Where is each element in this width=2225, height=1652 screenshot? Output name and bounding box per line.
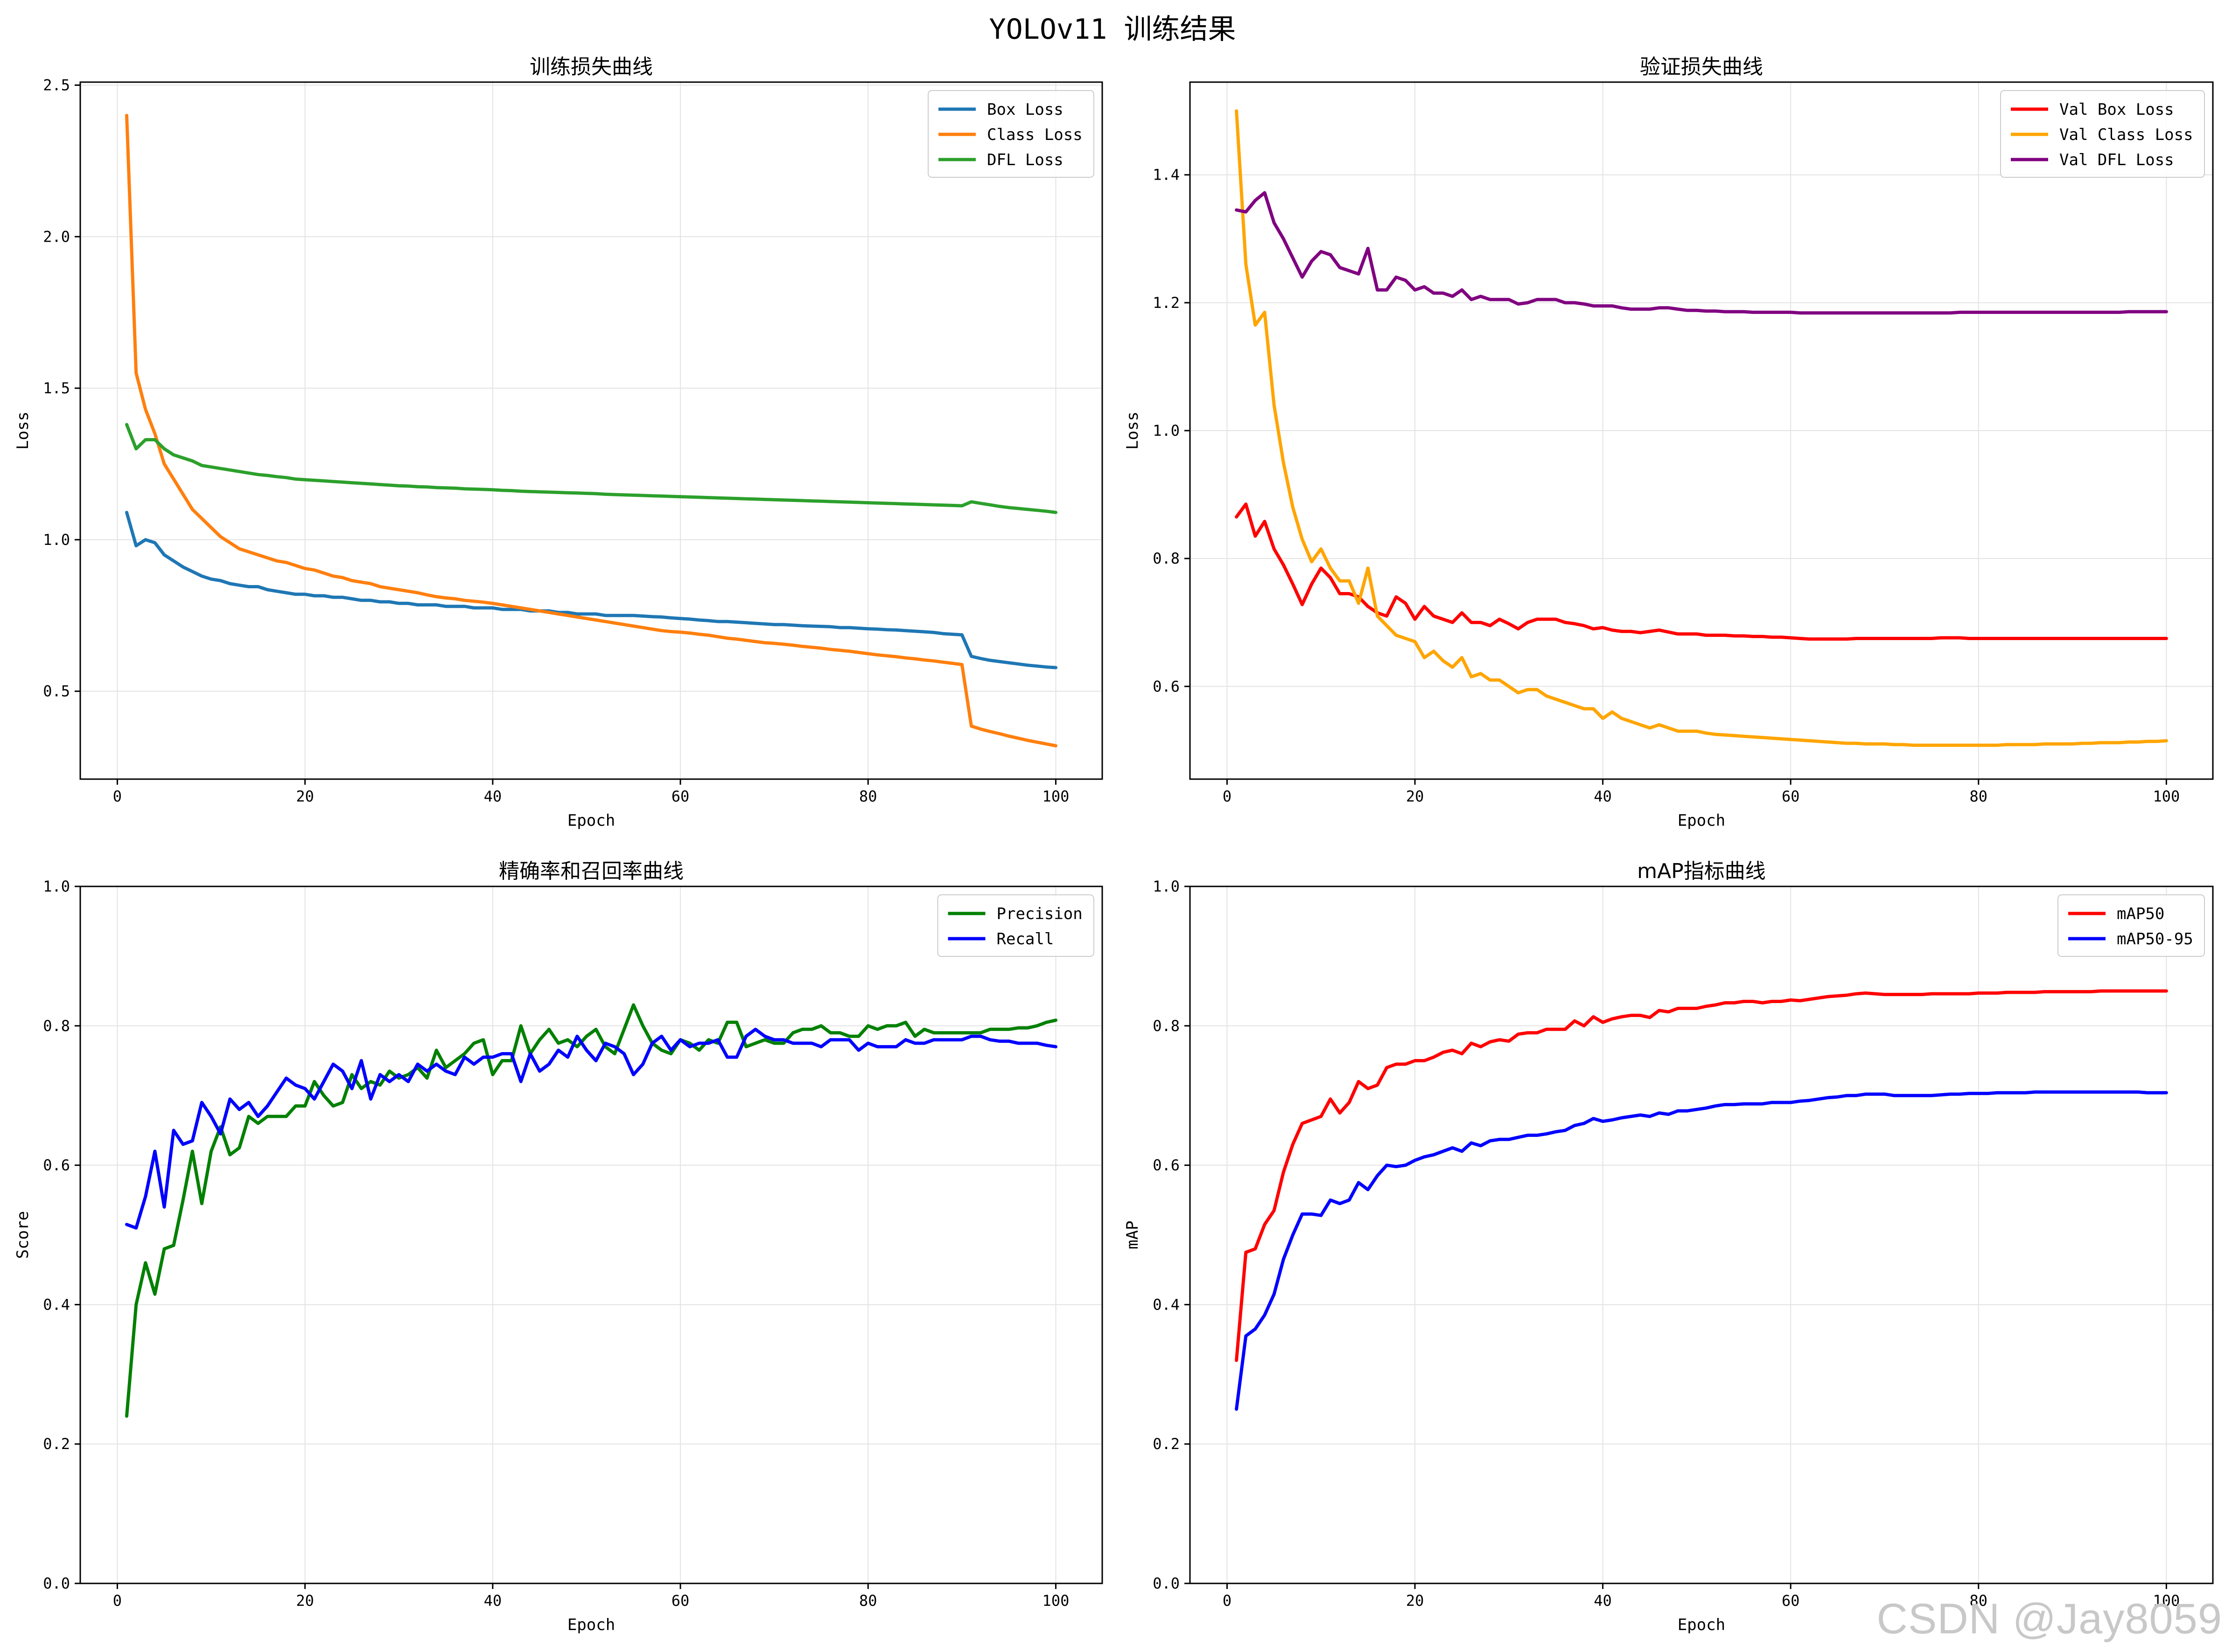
legend-label: Recall <box>997 930 1054 948</box>
y-tick-label: 1.0 <box>1153 422 1180 439</box>
y-tick-label: 0.4 <box>1153 1296 1180 1313</box>
x-tick-label: 100 <box>2153 1592 2180 1610</box>
x-tick-label: 60 <box>1782 788 1800 805</box>
x-tick-label: 0 <box>113 1592 122 1610</box>
y-tick-label: 2.0 <box>43 228 70 245</box>
x-axis-label: Epoch <box>1678 811 1725 830</box>
y-axis-label: mAP <box>1123 1220 1142 1249</box>
y-tick-label: 0.6 <box>1153 677 1180 695</box>
y-tick-label: 0.2 <box>43 1435 70 1453</box>
legend-frame <box>937 894 1094 957</box>
series-line-1 <box>1235 502 2168 641</box>
series-line-2 <box>125 114 1057 747</box>
x-tick-label: 60 <box>672 788 690 805</box>
legend: Val Box Loss Val Class Loss Val DFL Loss <box>2000 90 2205 178</box>
legend: Box Loss Class Loss DFL Loss <box>928 90 1094 178</box>
y-tick-label: 0.0 <box>43 1575 70 1592</box>
legend-label: Box Loss <box>987 100 1064 119</box>
legend-label: mAP50 <box>2117 905 2164 923</box>
axes-frame <box>1189 885 2214 1584</box>
axes-frame <box>79 81 1103 780</box>
chart-title: 训练损失曲线 <box>530 55 653 79</box>
legend-label: Precision <box>997 905 1083 923</box>
chart-title: mAP指标曲线 <box>1637 859 1766 883</box>
chart-3: 0 20 40 60 80 100 0.0 0.2 0.4 0.6 0.8 1.0 精确率和召回率曲线 E… <box>14 859 1103 1634</box>
series-line-1 <box>125 1003 1057 1418</box>
y-tick-label: 0.4 <box>43 1296 70 1313</box>
series-line-2 <box>1235 109 2168 747</box>
x-tick-label: 80 <box>1970 788 1988 805</box>
chart-1: 0 20 40 60 80 100 0.5 1.0 1.5 2.0 2.5 训练损失曲线 Epoch Lo… <box>14 55 1103 830</box>
y-axis-label: Score <box>14 1211 32 1259</box>
legend-frame <box>928 90 1094 178</box>
axes-frame <box>79 885 1103 1584</box>
series-line-2 <box>1235 1090 2168 1411</box>
y-tick-label: 1.0 <box>1153 878 1180 895</box>
legend: mAP50 mAP50-95 <box>2057 894 2205 957</box>
x-tick-label: 100 <box>2153 788 2180 805</box>
chart-4: 0 20 40 60 80 100 0.0 0.2 0.4 0.6 0.8 1.0 mAP指标曲线 Epo… <box>1123 859 2214 1634</box>
x-tick-label: 20 <box>296 788 314 805</box>
watermark-text: CSDN @Jay8059 <box>1876 1595 2222 1643</box>
y-tick-label: 0.0 <box>1153 1575 1180 1592</box>
y-tick-label: 1.5 <box>43 379 70 397</box>
y-tick-label: 2.5 <box>43 76 70 94</box>
legend-label: Val Box Loss <box>2059 100 2174 119</box>
x-tick-label: 20 <box>1406 1592 1424 1610</box>
chart-2: 0 20 40 60 80 100 0.6 0.8 1.0 1.2 1.4 验证损失曲线 Epoch Lo… <box>1123 55 2214 830</box>
x-axis-label: Epoch <box>567 1616 615 1634</box>
x-tick-label: 40 <box>1594 1592 1612 1610</box>
figure-suptitle: YOLOv11 训练结果 <box>989 13 1236 46</box>
series-line-3 <box>125 423 1057 514</box>
y-tick-label: 1.2 <box>1153 294 1180 312</box>
y-axis-label: Loss <box>14 411 32 450</box>
chart-title: 精确率和召回率曲线 <box>499 859 684 883</box>
y-tick-label: 1.0 <box>43 531 70 549</box>
x-tick-label: 80 <box>859 1592 877 1610</box>
series-line-1 <box>125 510 1057 669</box>
x-axis-label: Epoch <box>567 811 615 830</box>
x-tick-label: 100 <box>1043 788 1070 805</box>
y-tick-label: 1.0 <box>43 878 70 895</box>
y-tick-label: 0.5 <box>43 683 70 700</box>
series-line-1 <box>1235 989 2168 1362</box>
y-tick-label: 1.4 <box>1153 166 1180 184</box>
x-tick-label: 40 <box>484 1592 502 1610</box>
x-tick-label: 0 <box>1223 1592 1231 1610</box>
series-line-2 <box>125 1027 1057 1230</box>
x-tick-label: 40 <box>1594 788 1612 805</box>
legend-label: Class Loss <box>987 125 1083 144</box>
legend-label: Val DFL Loss <box>2059 151 2174 169</box>
y-tick-label: 0.8 <box>1153 1017 1180 1035</box>
y-tick-label: 0.2 <box>1153 1435 1180 1453</box>
x-axis-label: Epoch <box>1678 1616 1725 1634</box>
x-tick-label: 60 <box>1782 1592 1800 1610</box>
x-tick-label: 0 <box>113 788 122 805</box>
x-tick-label: 100 <box>1043 1592 1070 1610</box>
x-tick-label: 20 <box>1406 788 1424 805</box>
chart-title: 验证损失曲线 <box>1640 55 1763 79</box>
y-axis-label: Loss <box>1123 411 1142 450</box>
y-tick-label: 0.6 <box>1153 1157 1180 1174</box>
legend-label: mAP50-95 <box>2117 930 2193 948</box>
y-tick-label: 0.8 <box>1153 550 1180 567</box>
x-tick-label: 80 <box>859 788 877 805</box>
legend: Precision Recall <box>937 894 1094 957</box>
y-tick-label: 0.8 <box>43 1017 70 1035</box>
y-tick-label: 0.6 <box>43 1157 70 1174</box>
series-line-3 <box>1235 191 2168 315</box>
legend-label: Val Class Loss <box>2059 125 2193 144</box>
legend-frame <box>2000 90 2205 178</box>
x-tick-label: 80 <box>1970 1592 1988 1610</box>
legend-label: DFL Loss <box>987 151 1064 169</box>
x-tick-label: 0 <box>1223 788 1231 805</box>
legend-frame <box>2057 894 2205 957</box>
x-tick-label: 20 <box>296 1592 314 1610</box>
x-tick-label: 40 <box>484 788 502 805</box>
x-tick-label: 60 <box>672 1592 690 1610</box>
